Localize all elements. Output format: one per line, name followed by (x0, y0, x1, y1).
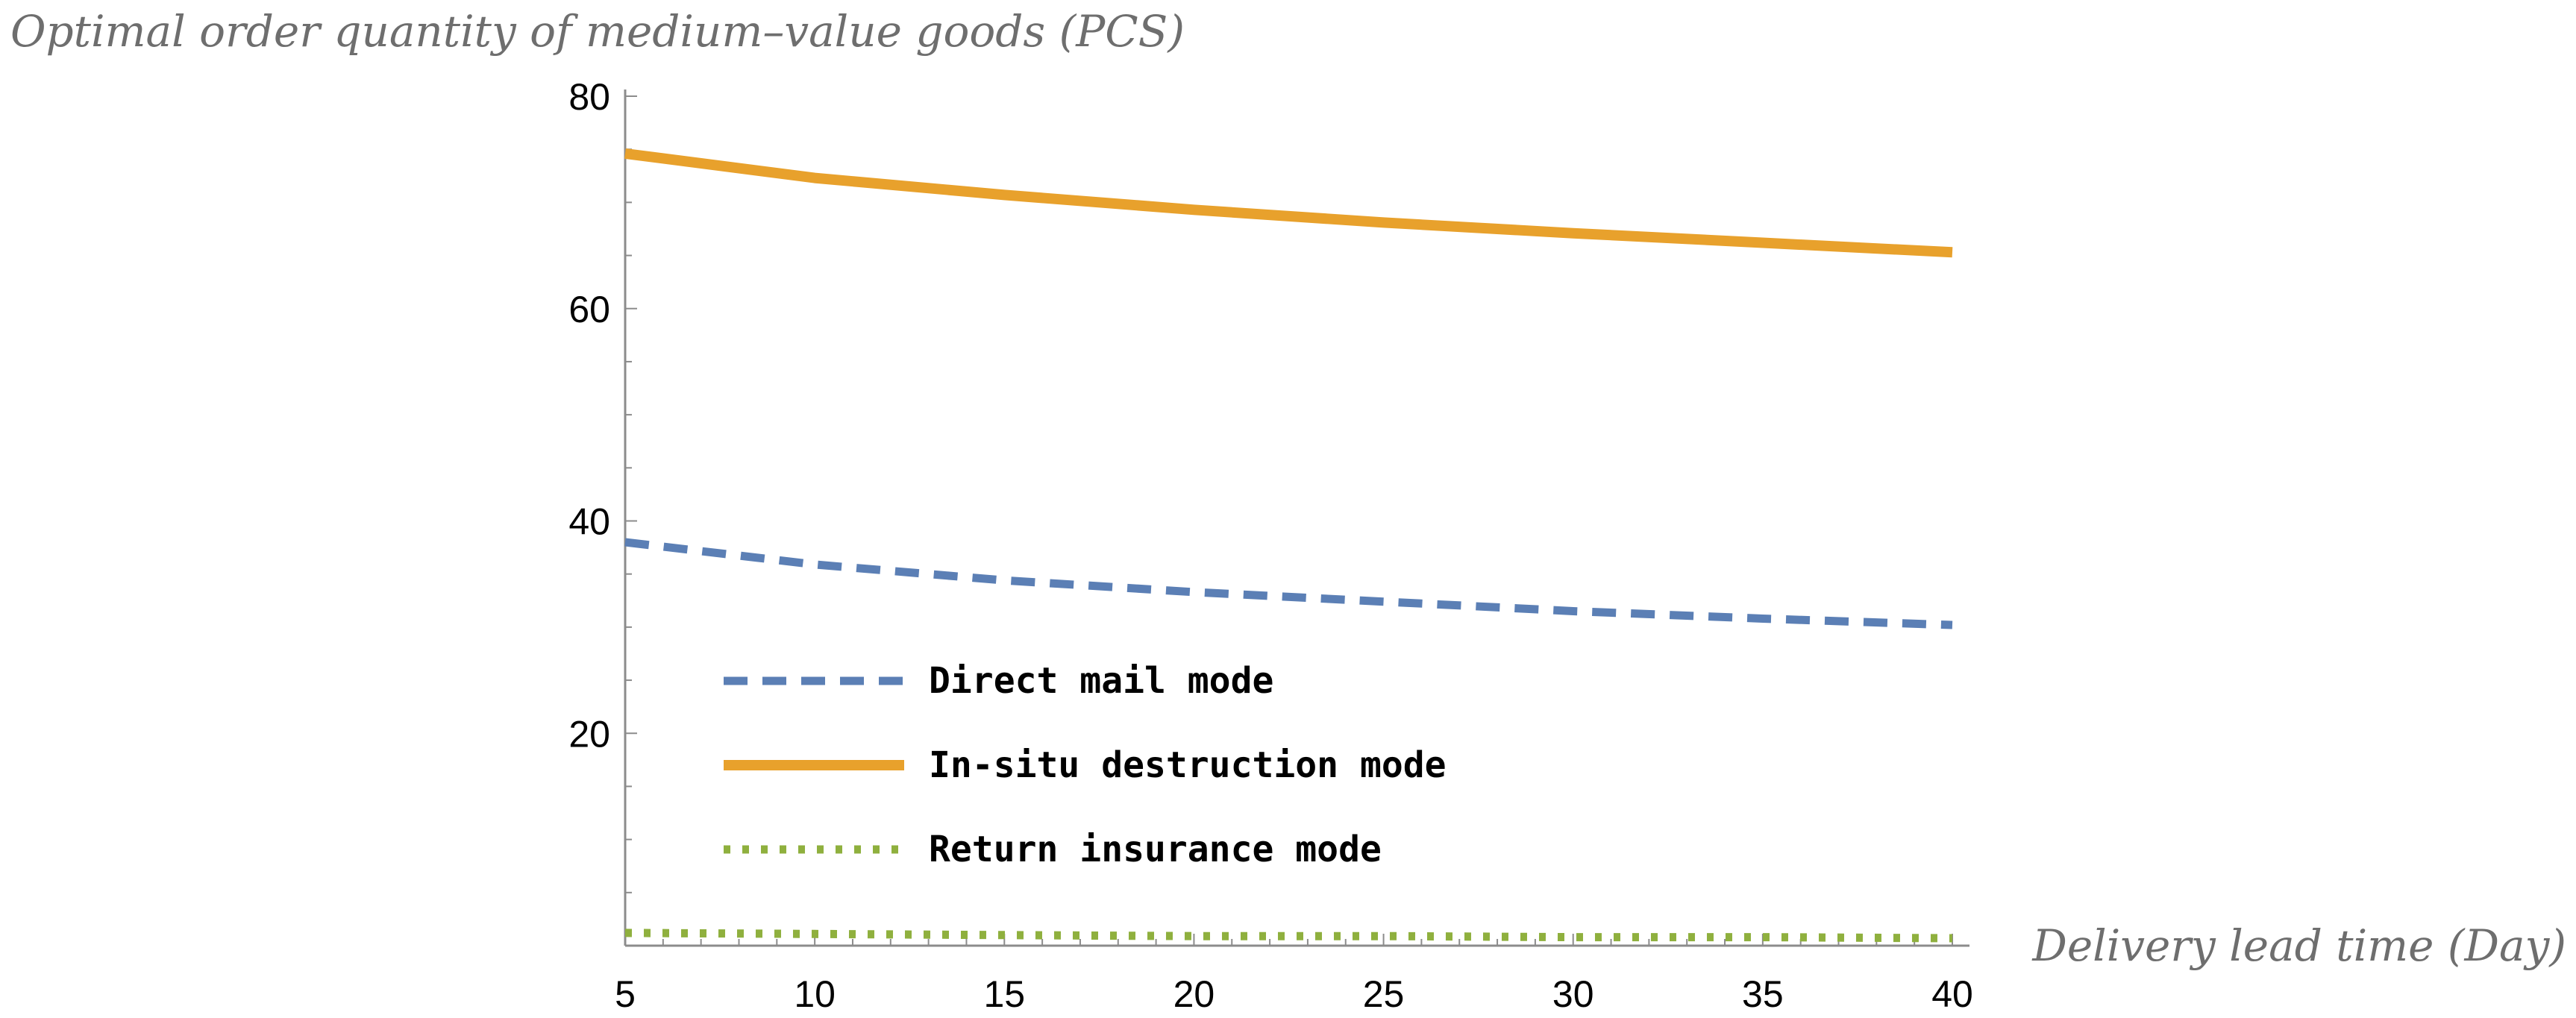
y-ticks: 20 40 60 80 (568, 76, 637, 893)
legend-label: Return insurance mode (929, 829, 1382, 870)
x-tick-label: 10 (794, 973, 836, 1015)
series-line-1 (624, 538, 1953, 629)
series-layer (624, 148, 1953, 943)
y-tick-label: 40 (568, 501, 610, 543)
x-tick-label: 20 (1173, 973, 1215, 1015)
x-axis-title: Delivery lead time (Day) (2031, 920, 2566, 971)
x-ticks: 5 10 15 20 25 30 35 40 (615, 934, 1973, 1015)
x-tick-label: 5 (615, 973, 636, 1015)
y-axis-title: Optimal order quantity of medium–value g… (10, 6, 1185, 57)
y-tick-label: 20 (568, 713, 610, 755)
series-line-2 (624, 148, 1953, 258)
x-tick-label: 30 (1552, 973, 1594, 1015)
legend-label: Direct mail mode (929, 660, 1273, 702)
legend-label: In-situ destruction mode (929, 744, 1447, 786)
x-tick-label: 25 (1363, 973, 1405, 1015)
y-tick-label: 80 (568, 76, 610, 118)
x-tick-label: 40 (1931, 973, 1973, 1015)
y-tick-label: 60 (568, 289, 610, 330)
legend: Direct mail mode In-situ destruction mode… (724, 660, 1447, 870)
x-tick-label: 35 (1742, 973, 1784, 1015)
series-line-3 (624, 929, 1953, 943)
x-tick-label: 15 (983, 973, 1025, 1015)
